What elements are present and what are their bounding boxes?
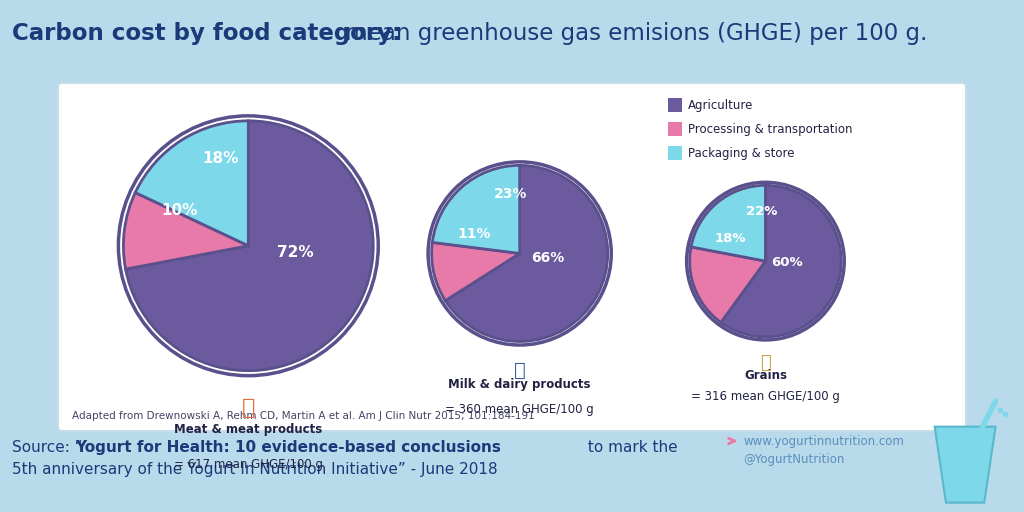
Polygon shape <box>935 426 995 503</box>
Wedge shape <box>432 165 520 253</box>
Text: = 316 mean GHGE/100 g: = 316 mean GHGE/100 g <box>691 390 840 403</box>
Text: 18%: 18% <box>715 232 746 245</box>
Text: 🍗: 🍗 <box>242 398 255 418</box>
Text: @YogurtNutrition: @YogurtNutrition <box>743 454 845 466</box>
Text: Yogurt for Health: 10 evidence-based conclusions: Yogurt for Health: 10 evidence-based con… <box>75 440 501 455</box>
Text: = 360 mean GHGE/100 g: = 360 mean GHGE/100 g <box>445 403 594 416</box>
Wedge shape <box>445 165 607 342</box>
Wedge shape <box>126 121 373 371</box>
Text: 60%: 60% <box>771 256 803 269</box>
Text: 66%: 66% <box>531 251 564 265</box>
Text: 23%: 23% <box>495 186 527 201</box>
Text: = 617 mean GHGE/100 g: = 617 mean GHGE/100 g <box>174 458 323 471</box>
Text: Adapted from Drewnowski A, Rehm CD, Martin A et al. Am J Clin Nutr 2015; 101:184: Adapted from Drewnowski A, Rehm CD, Mart… <box>72 411 535 421</box>
Text: 10%: 10% <box>162 203 198 218</box>
Text: 🥛: 🥛 <box>514 361 525 380</box>
Wedge shape <box>721 185 841 337</box>
Text: to mark the: to mark the <box>583 440 678 455</box>
Text: 72%: 72% <box>278 245 314 260</box>
Text: Processing & transportation: Processing & transportation <box>688 122 853 136</box>
Text: Milk & dairy products: Milk & dairy products <box>449 378 591 392</box>
Text: Packaging & store: Packaging & store <box>688 146 795 160</box>
Text: mean greenhouse gas emisions (GHGE) per 100 g.: mean greenhouse gas emisions (GHGE) per … <box>338 22 928 45</box>
Text: Meat & meat products: Meat & meat products <box>174 423 323 436</box>
Text: 18%: 18% <box>203 151 239 166</box>
Text: Carbon cost by food category:: Carbon cost by food category: <box>12 22 401 45</box>
Text: 5th anniversary of the Yogurt In Nutrition Initiative” - June 2018: 5th anniversary of the Yogurt In Nutriti… <box>12 462 498 477</box>
FancyBboxPatch shape <box>58 83 966 431</box>
Text: 🌾: 🌾 <box>760 354 771 372</box>
Wedge shape <box>691 185 766 261</box>
Text: www.yogurtinnutrition.com: www.yogurtinnutrition.com <box>743 435 904 447</box>
Text: Grains: Grains <box>744 369 786 382</box>
Text: 11%: 11% <box>457 227 490 241</box>
Wedge shape <box>432 242 520 301</box>
Text: Source: “: Source: “ <box>12 440 83 455</box>
Wedge shape <box>690 247 766 323</box>
Bar <box>668 98 682 112</box>
Text: 22%: 22% <box>745 205 777 218</box>
Wedge shape <box>124 193 249 269</box>
Wedge shape <box>135 121 249 246</box>
Bar <box>668 146 682 160</box>
Text: Agriculture: Agriculture <box>688 98 754 112</box>
Bar <box>668 122 682 136</box>
